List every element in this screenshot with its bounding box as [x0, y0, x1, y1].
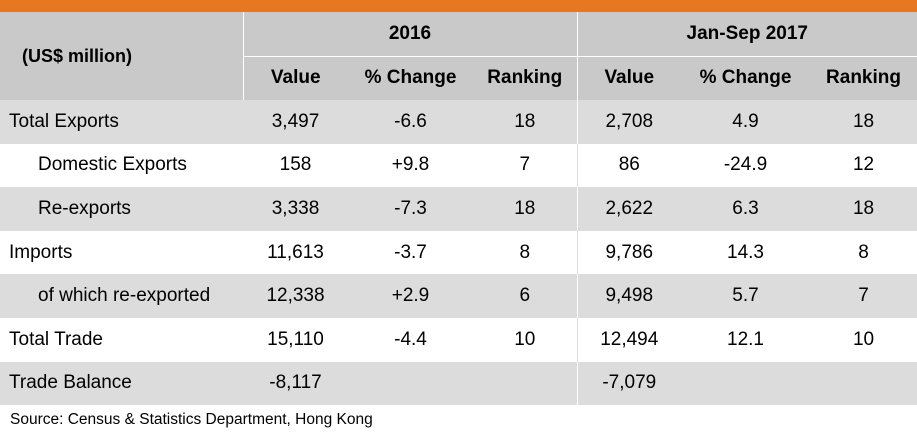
cell-ranking-2017: 18 [810, 100, 917, 144]
col-change-2017: % Change [681, 56, 811, 100]
cell-ranking-2016: 8 [473, 230, 578, 275]
cell-change-2016: -3.7 [348, 230, 473, 275]
cell-ranking-2016: 7 [473, 143, 578, 188]
cell-value-2017: 9,786 [576, 230, 682, 275]
header-row-periods: (US$ million) 2016 Jan-Sep 2017 [0, 12, 917, 100]
row-label: Total Exports [0, 100, 243, 144]
cell-change-2017 [681, 361, 811, 406]
cell-value-2016: 11,613 [243, 230, 348, 275]
table-row: of which re-exported 12,338 +2.9 6 9,498… [0, 274, 917, 318]
table-row: Total Exports 3,497 -6.6 18 2,708 4.9 18 [0, 100, 917, 144]
cell-value-2016: 12,338 [243, 274, 348, 318]
col-ranking-2016: Ranking [473, 56, 578, 100]
cell-change-2016: -7.3 [348, 187, 473, 231]
period-header-2017: Jan-Sep 2017 [576, 12, 917, 57]
cell-value-2017: -7,079 [576, 361, 682, 406]
row-label: Re-exports [0, 187, 243, 231]
cell-change-2017: 5.7 [681, 274, 811, 318]
cell-change-2017: 14.3 [681, 230, 811, 275]
cell-value-2016: 3,497 [243, 100, 348, 144]
cell-ranking-2016 [473, 361, 578, 406]
col-change-2016: % Change [348, 56, 473, 100]
cell-change-2017: 12.1 [681, 317, 811, 362]
row-label: Domestic Exports [0, 143, 243, 188]
cell-ranking-2016: 18 [473, 100, 578, 144]
table-row: Trade Balance -8,117 -7,079 [0, 361, 917, 406]
cell-change-2016: +2.9 [348, 274, 473, 318]
col-ranking-2017: Ranking [810, 56, 917, 100]
trade-statistics-table: (US$ million) 2016 Jan-Sep 2017 Value % … [0, 12, 917, 406]
cell-change-2016: +9.8 [348, 143, 473, 188]
cell-ranking-2016: 6 [473, 274, 578, 318]
cell-ranking-2017: 8 [810, 230, 917, 275]
cell-value-2017: 2,708 [576, 100, 682, 144]
source-note: Source: Census & Statistics Department, … [10, 411, 373, 429]
cell-change-2017: -24.9 [681, 143, 811, 188]
cell-value-2016: 3,338 [243, 187, 348, 231]
row-label: Trade Balance [0, 361, 243, 406]
cell-value-2017: 2,622 [576, 187, 682, 231]
cell-change-2016: -6.6 [348, 100, 473, 144]
cell-value-2016: 15,110 [243, 317, 348, 362]
row-label: of which re-exported [0, 274, 243, 318]
table-row: Total Trade 15,110 -4.4 10 12,494 12.1 1… [0, 317, 917, 362]
cell-ranking-2017: 7 [810, 274, 917, 318]
cell-ranking-2017: 18 [810, 187, 917, 231]
period-header-2016: 2016 [243, 12, 578, 57]
cell-change-2017: 4.9 [681, 100, 811, 144]
cell-value-2016: -8,117 [243, 361, 348, 406]
cell-change-2016 [348, 361, 473, 406]
cell-ranking-2017 [810, 361, 917, 406]
cell-value-2017: 9,498 [576, 274, 682, 318]
top-accent-bar [0, 0, 917, 12]
cell-value-2017: 86 [576, 143, 682, 188]
col-value-2017: Value [576, 56, 682, 100]
table-row: Domestic Exports 158 +9.8 7 86 -24.9 12 [0, 143, 917, 188]
cell-value-2016: 158 [243, 143, 348, 188]
row-label: Imports [0, 230, 243, 275]
cell-value-2017: 12,494 [576, 317, 682, 362]
col-value-2016: Value [243, 56, 348, 100]
row-label: Total Trade [0, 317, 243, 362]
cell-ranking-2016: 10 [473, 317, 578, 362]
table-row: Re-exports 3,338 -7.3 18 2,622 6.3 18 [0, 187, 917, 231]
cell-ranking-2016: 18 [473, 187, 578, 231]
cell-ranking-2017: 10 [810, 317, 917, 362]
cell-ranking-2017: 12 [810, 143, 917, 188]
table-row: Imports 11,613 -3.7 8 9,786 14.3 8 [0, 230, 917, 275]
unit-label: (US$ million) [0, 12, 244, 100]
cell-change-2016: -4.4 [348, 317, 473, 362]
header-row-columns: Value % Change Ranking Value % Change Ra… [0, 56, 917, 100]
cell-change-2017: 6.3 [681, 187, 811, 231]
